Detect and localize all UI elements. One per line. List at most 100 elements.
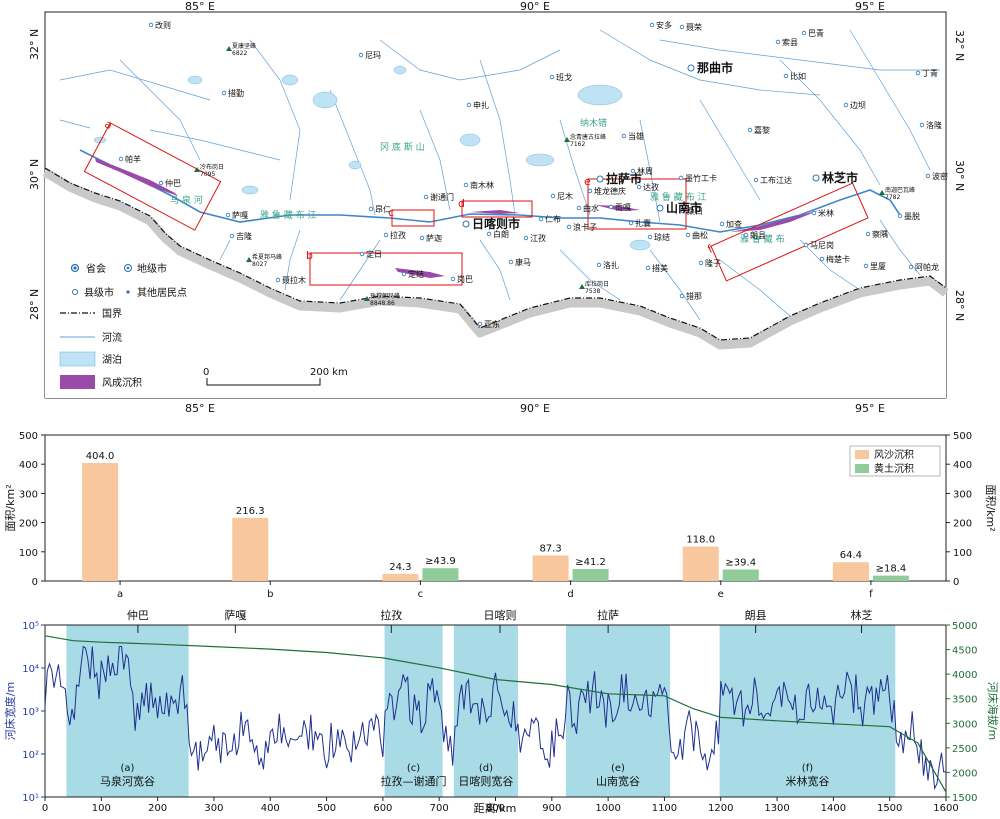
bar-sand-d bbox=[532, 555, 569, 581]
lakes bbox=[93, 65, 651, 251]
outside-border-area bbox=[45, 170, 946, 398]
county-label: 聂荣 bbox=[686, 22, 702, 32]
profile-axes: 0 100 200 300 400 500 600 700 800 900 1000 1100 1200… bbox=[22, 621, 977, 814]
yarlung-tsangpo-river bbox=[79, 149, 901, 233]
bar-chart: 0 0 100 100 200 200 300 300 400 400 500 500 a b c d e f 4… bbox=[4, 431, 997, 600]
county-label: 安多 bbox=[656, 20, 672, 30]
place-label: 仲巴 bbox=[127, 608, 149, 622]
bar-sand-label-f: 64.4 bbox=[840, 550, 862, 561]
county-label: 措美 bbox=[652, 263, 668, 273]
prefecture-label: 林芝市 bbox=[822, 170, 858, 185]
bar-loess-label-d: ≥41.2 bbox=[575, 557, 606, 568]
county-label: 扎囊 bbox=[635, 218, 651, 228]
study-box-label-b: b bbox=[306, 249, 313, 262]
profile-x-tick: 800 bbox=[486, 803, 505, 814]
profile-x-tick: 900 bbox=[542, 803, 561, 814]
county-marker bbox=[158, 180, 164, 186]
county-marker bbox=[743, 232, 749, 238]
county-label: 尼玛 bbox=[365, 51, 381, 60]
county-marker bbox=[508, 259, 514, 265]
county-label: 仲巴 bbox=[165, 178, 181, 188]
bar-x-tick: d bbox=[567, 589, 573, 600]
prefecture-label: 日喀则市 bbox=[472, 216, 520, 231]
peak-label: 珠穆朗玛峰 8848.86 bbox=[370, 292, 400, 307]
county-marker bbox=[423, 194, 429, 200]
map-panel: 马 泉 河 雅 鲁 藏 布 江 雅 鲁 藏 布 江 纳木错 冈 底 斯 山 雅 … bbox=[28, 0, 966, 415]
profile-x-tick: 1100 bbox=[652, 803, 677, 814]
lat-label-32-left: 32° N bbox=[28, 29, 41, 60]
legend-county: 县级市 bbox=[84, 286, 114, 299]
bar-loess-e bbox=[722, 569, 759, 581]
bar-legend: 风沙沉积 黄土沉积 bbox=[849, 445, 941, 477]
county-label: 萨迦 bbox=[426, 233, 442, 243]
valley-id-label: (f) bbox=[802, 763, 813, 774]
legend-river: 河流 bbox=[102, 331, 122, 344]
valley-id-label: (c) bbox=[407, 763, 420, 774]
county-marker bbox=[550, 193, 556, 199]
bar-y-tick-right: 0 bbox=[953, 577, 959, 588]
svg-text:雅 鲁 藏 布 江: 雅 鲁 藏 布 江 bbox=[260, 209, 316, 221]
county-marker bbox=[685, 232, 691, 238]
county-label: 班戈 bbox=[556, 72, 572, 82]
county-label: 申扎 bbox=[473, 100, 489, 110]
county-marker bbox=[549, 74, 555, 80]
county-marker bbox=[863, 263, 869, 269]
legend-lake: 湖泊 bbox=[102, 354, 122, 366]
profile-y-left-tick: 10⁴ bbox=[22, 664, 39, 675]
valley-id-label: (e) bbox=[611, 763, 625, 774]
svg-text:冈 底 斯 山: 冈 底 斯 山 bbox=[380, 141, 425, 153]
bar-sand-f bbox=[832, 562, 869, 581]
county-marker bbox=[118, 156, 124, 162]
county-label: 琼结 bbox=[654, 232, 670, 242]
study-box-label-f: f bbox=[706, 242, 716, 256]
lat-label-28-left: 28° N bbox=[28, 289, 41, 320]
county-label: 吉隆 bbox=[236, 231, 252, 241]
bar-y-tick: 300 bbox=[19, 489, 38, 500]
scale-200km: 200 km bbox=[310, 367, 348, 378]
lon-label-85-bottom: 85° E bbox=[185, 402, 215, 415]
county-marker bbox=[783, 73, 789, 79]
profile-y-right-tick: 2000 bbox=[952, 768, 977, 779]
county-label: 聂拉木 bbox=[282, 275, 306, 285]
profile-top-places: 仲巴 萨嘎 拉孜 日喀则 拉萨 朗县 林芝 bbox=[127, 608, 873, 633]
county-label: 察隅 bbox=[872, 229, 888, 239]
county-label: 朗县 bbox=[750, 230, 766, 240]
county-marker bbox=[865, 231, 871, 237]
lat-label-28-right: 28° N bbox=[953, 290, 966, 321]
profile-y-left-tick: 10³ bbox=[22, 707, 39, 718]
county-marker bbox=[587, 188, 593, 194]
bar-y-label-right: 面积/km² bbox=[984, 484, 997, 531]
place-label: 萨嘎 bbox=[224, 609, 246, 622]
lon-label-95-bottom: 95° E bbox=[855, 402, 885, 415]
bar-y-tick-right: 500 bbox=[953, 431, 972, 442]
county-label: 马尼岗 bbox=[810, 241, 834, 250]
county-label: 改则 bbox=[155, 20, 171, 30]
profile-y-right-tick: 2500 bbox=[952, 744, 977, 755]
county-label: 梅楚卡 bbox=[826, 254, 850, 264]
county-label: 林周 bbox=[637, 166, 653, 176]
valley-name-label: 山南宽谷 bbox=[596, 774, 640, 788]
profile-x-tick: 1300 bbox=[764, 803, 789, 814]
prefecture-marker bbox=[462, 220, 470, 228]
svg-text:雅 鲁 藏 布: 雅 鲁 藏 布 bbox=[740, 233, 785, 245]
valley-name-label: 米林宽谷 bbox=[785, 774, 829, 788]
bar-y-tick: 400 bbox=[19, 460, 38, 471]
legend-settlement: 其他居民点 bbox=[137, 286, 187, 299]
county-marker bbox=[925, 173, 931, 179]
county-marker bbox=[225, 212, 231, 218]
county-label: 边坝 bbox=[850, 100, 866, 110]
legend-aeolian: 风成沉积 bbox=[102, 376, 142, 389]
valley-name-label: 拉孜—谢通门 bbox=[381, 774, 447, 788]
valley-id-label: (d) bbox=[479, 763, 493, 774]
prefecture-marker bbox=[687, 64, 695, 72]
county-label: 洛隆 bbox=[926, 120, 942, 130]
valley-id-label: (a) bbox=[121, 763, 135, 774]
prefecture-marker bbox=[656, 204, 664, 212]
profile-y-left-label: 河床宽度/m bbox=[3, 682, 17, 740]
county-label: 丁青 bbox=[922, 68, 938, 78]
profile-x-tick: 500 bbox=[317, 803, 336, 814]
county-label: 定结 bbox=[408, 269, 424, 279]
county-label: 比如 bbox=[790, 71, 806, 81]
lon-label-90: 90° E bbox=[520, 0, 550, 13]
